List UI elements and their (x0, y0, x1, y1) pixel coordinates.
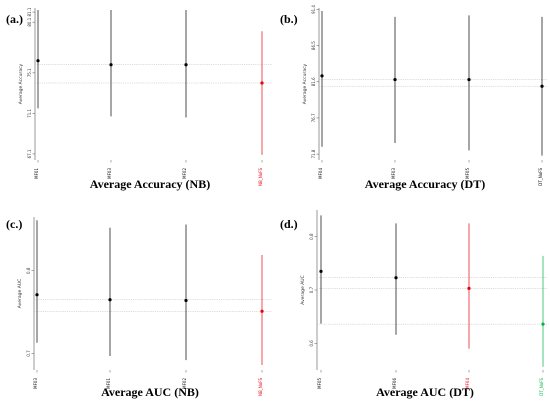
point-MF06 (394, 276, 398, 280)
x-tick-label: MF04 (465, 378, 470, 389)
y-tick-label: 91.4 (311, 5, 316, 14)
x-tick-label: MF01 (106, 378, 111, 389)
panel-d: 0.6 0.7 0.8 Average AUC MF05 MF06 MF04 DT_NoFS … (275, 200, 550, 403)
panel-c: 0.7 0.8 Average AUC MF03 MF01 MF02 NB_NoFS (c.… (0, 200, 275, 403)
x-tick-label: MF06 (392, 378, 397, 389)
panel-b-plot: 71.8 76.7 81.6 86.5 91.4 Average Accuracy MF04… (302, 5, 547, 186)
y-tick-label: 76.7 (311, 113, 316, 122)
x-tick-label: MF05 (317, 378, 322, 389)
point-NB_NoFS (260, 81, 264, 85)
point-MF03 (393, 77, 397, 82)
y-tick-label: 67.1 (27, 149, 32, 158)
point-MF01 (36, 59, 40, 63)
x-tick-label: DT_NoFS (539, 378, 544, 396)
panel-d-title: Average AUC (DT) (376, 385, 474, 399)
x-tick-label: DT_NoFS (538, 168, 543, 186)
point-MF05 (467, 77, 471, 82)
y-tick-label: 0.8 (309, 233, 314, 240)
y-axis-label: Average Accuracy (302, 63, 308, 104)
x-tick-label: NB_NoFS (258, 378, 263, 396)
x-tick-label: MF02 (182, 168, 187, 179)
panel-b-title: Average Accuracy (DT) (364, 177, 486, 191)
panel-b: 71.8 76.7 81.6 86.5 91.4 Average Accuracy MF04… (275, 0, 550, 195)
panel-c-title: Average AUC (NB) (101, 385, 199, 399)
y-tick-label: 0.7 (309, 286, 314, 293)
panel-a-plot: 67.1 71.1 75.1 80.181.1 Average Accuracy MF01… (18, 7, 272, 186)
y-tick-label: 80.1 (27, 17, 32, 26)
point-MF05 (319, 269, 323, 273)
point-MF04 (320, 74, 324, 78)
panel-c-label: (c.) (6, 217, 23, 231)
y-tick-label: 0.7 (26, 350, 31, 357)
panel-a-title: Average Accuracy (NB) (89, 177, 211, 191)
y-tick-label: 71.1 (27, 108, 32, 117)
y-tick-label: 81.6 (311, 77, 316, 86)
point-MF03 (109, 63, 113, 67)
y-tick-label: 75.1 (27, 68, 32, 77)
y-tick-label: 0.8 (26, 267, 31, 274)
y-axis-label: Average AUC (17, 279, 23, 308)
panel-a: 67.1 71.1 75.1 80.1 81.1 Average Accuracy MF01… (0, 0, 275, 195)
y-tick-label: 81.1 (27, 7, 32, 16)
point-MF02 (184, 298, 188, 303)
x-tick-label: MF03 (107, 168, 112, 179)
point-MF03 (35, 293, 39, 297)
point-MF01 (108, 298, 112, 302)
point-MF02 (184, 63, 188, 67)
panel-b-label: (b.) (280, 12, 298, 26)
y-axis-label: Average AUC (300, 275, 306, 304)
x-tick-label: MF03 (33, 378, 38, 389)
point-MF04 (467, 286, 471, 290)
x-tick-label: MF02 (182, 378, 187, 389)
point-NB_NoFS (260, 309, 264, 313)
x-tick-label: MF04 (318, 168, 323, 179)
y-tick-label: 86.5 (311, 41, 316, 50)
point-DT_NoFS (541, 322, 545, 326)
point-DT_NoFS (540, 84, 544, 88)
panel-d-label: (d.) (280, 217, 298, 231)
panel-a-label: (a.) (6, 12, 23, 26)
x-tick-label: MF01 (34, 168, 39, 179)
panel-d-plot: 0.6 0.7 0.8 Average AUC MF05 MF06 MF04 DT_NoFS (300, 210, 547, 396)
y-tick-label: 0.6 (309, 340, 314, 347)
x-tick-label: NB_NoFS (258, 168, 263, 186)
x-tick-label: MF05 (465, 168, 470, 179)
y-tick-label: 71.8 (311, 149, 316, 158)
x-tick-label: MF03 (391, 168, 396, 179)
y-axis-label: Average Accuracy (18, 63, 24, 104)
